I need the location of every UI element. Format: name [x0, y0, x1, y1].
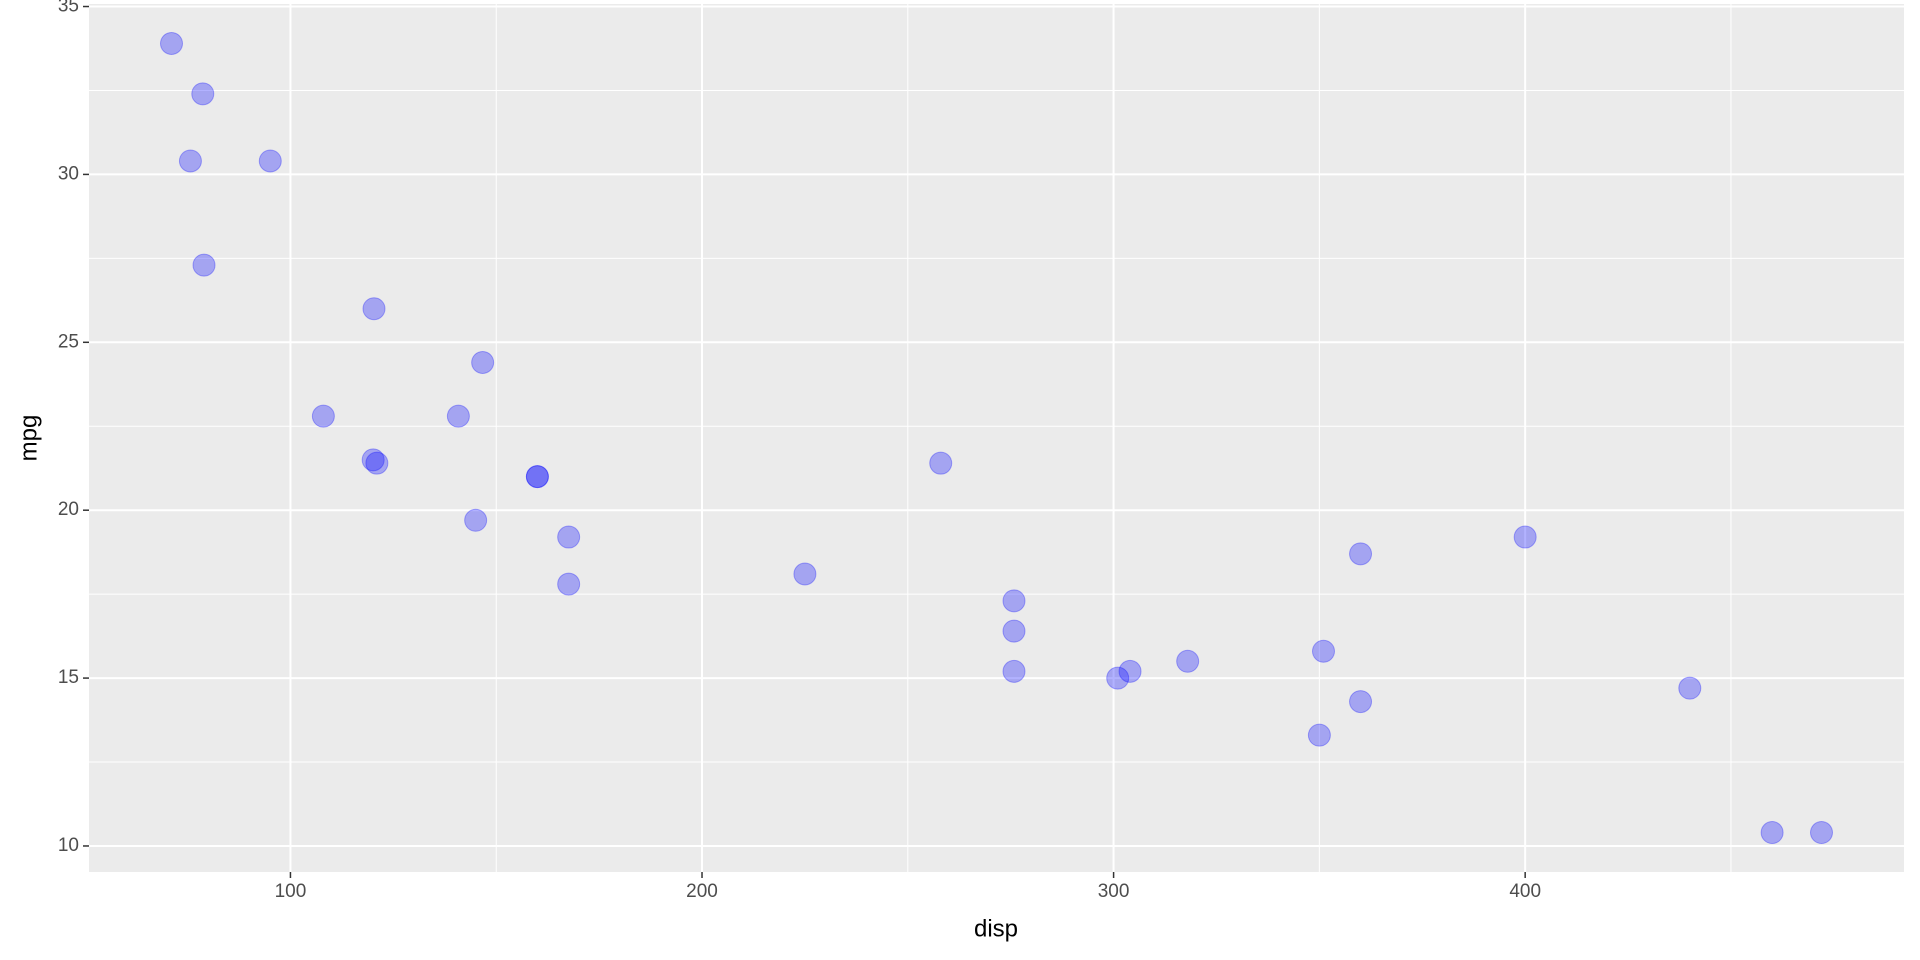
point	[258, 149, 282, 173]
y-tick-label: 15	[58, 667, 79, 688]
panel	[89, 4, 1904, 872]
point	[557, 572, 581, 596]
point	[362, 297, 386, 321]
point	[365, 451, 389, 475]
point	[1678, 676, 1702, 700]
point	[1307, 723, 1331, 747]
point	[1118, 659, 1142, 683]
y-tick-label: 10	[58, 835, 79, 856]
point	[1349, 542, 1373, 566]
point	[1002, 619, 1026, 643]
point	[929, 451, 953, 475]
x-tick-label: 200	[686, 881, 718, 902]
point	[192, 253, 216, 277]
y-tick-label: 35	[58, 0, 79, 17]
y-tick-label: 25	[58, 331, 79, 352]
x-tick-label: 100	[275, 881, 307, 902]
point	[1002, 589, 1026, 613]
point	[793, 562, 817, 586]
y-axis-title: mpg	[15, 415, 42, 462]
point	[178, 149, 202, 173]
y-tick-label: 30	[58, 163, 79, 184]
point	[160, 31, 183, 55]
x-axis-title: disp	[974, 915, 1018, 942]
x-tick-label: 300	[1098, 881, 1130, 902]
point	[525, 465, 549, 489]
point	[311, 404, 335, 428]
point	[1176, 649, 1200, 673]
point	[361, 448, 385, 472]
point	[1760, 821, 1784, 845]
point	[1311, 639, 1335, 663]
point	[1349, 690, 1373, 714]
point	[446, 404, 470, 428]
point	[464, 508, 488, 532]
point	[471, 350, 495, 374]
point	[1513, 525, 1537, 549]
x-tick-label: 400	[1509, 881, 1541, 902]
point	[1810, 821, 1833, 845]
y-tick-label: 20	[58, 499, 79, 520]
point	[191, 82, 215, 106]
point	[1106, 666, 1130, 690]
point	[1002, 659, 1026, 683]
point	[525, 465, 549, 489]
point	[557, 525, 581, 549]
